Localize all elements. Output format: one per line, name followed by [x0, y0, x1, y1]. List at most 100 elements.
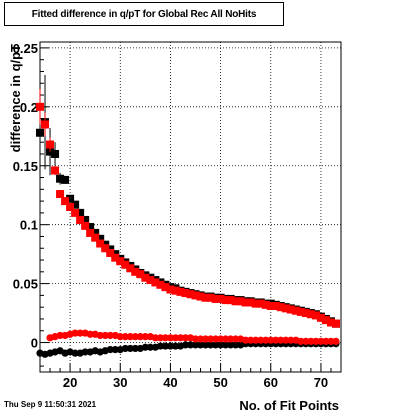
- axes: 20 30 40 50 60 70 0 0.05 0.1 0.15 0.2 0.25: [13, 41, 342, 390]
- data-point: [51, 149, 60, 158]
- data-point: [216, 294, 225, 303]
- data-point: [56, 174, 65, 183]
- data-point: [136, 270, 145, 279]
- data-point: [317, 337, 325, 345]
- data-point: [221, 296, 230, 305]
- data-point: [161, 334, 170, 342]
- data-point: [297, 337, 305, 345]
- data-point: [257, 336, 265, 344]
- data-point: [331, 319, 340, 328]
- data-point: [56, 190, 65, 199]
- x-axis-title: No. of Fit Points: [239, 398, 339, 413]
- series-2: [36, 89, 340, 328]
- data-point: [36, 128, 44, 137]
- data-point: [201, 335, 210, 343]
- data-point: [126, 344, 134, 353]
- data-point: [296, 307, 305, 316]
- data-point: [272, 336, 280, 344]
- data-point: [206, 335, 215, 343]
- data-point: [267, 336, 275, 344]
- data-marks: [36, 75, 340, 358]
- data-point: [126, 333, 134, 341]
- data-point: [76, 329, 84, 337]
- data-point: [131, 333, 139, 341]
- data-point: [101, 331, 109, 340]
- y-tick-label: 0.15: [13, 159, 38, 174]
- data-point: [151, 278, 160, 287]
- data-point: [106, 346, 114, 354]
- data-point: [286, 305, 295, 314]
- data-point: [76, 208, 85, 217]
- data-point: [261, 300, 270, 309]
- series-4: [46, 329, 340, 345]
- data-point: [81, 215, 90, 224]
- data-point: [227, 335, 235, 343]
- data-point: [161, 342, 170, 350]
- data-point: [227, 341, 235, 349]
- data-point: [86, 223, 95, 232]
- data-point: [266, 302, 275, 310]
- y-axis-title: difference in q/pT: [8, 44, 23, 152]
- data-point: [306, 310, 315, 319]
- data-point: [141, 343, 149, 351]
- data-point: [232, 335, 240, 343]
- data-point: [271, 302, 280, 310]
- data-point: [262, 336, 270, 344]
- y-tick-label: 0: [31, 336, 38, 351]
- data-point: [141, 273, 150, 282]
- data-point: [101, 244, 110, 253]
- data-point: [136, 333, 144, 341]
- data-point: [217, 335, 225, 343]
- data-point: [166, 342, 175, 350]
- data-point: [181, 289, 190, 298]
- data-point: [191, 335, 200, 343]
- data-point: [196, 292, 205, 301]
- data-point: [66, 203, 75, 211]
- data-point: [327, 337, 335, 345]
- x-tick-label: 70: [314, 375, 328, 390]
- data-point: [287, 336, 295, 344]
- chart-title: Fitted difference in q/pT for Global Rec…: [4, 2, 284, 26]
- data-point: [211, 341, 220, 349]
- data-point: [81, 348, 89, 356]
- data-point: [61, 175, 70, 184]
- data-point: [111, 253, 120, 262]
- data-point: [181, 334, 190, 342]
- data-point: [151, 334, 159, 342]
- data-point: [256, 299, 265, 308]
- data-point: [196, 341, 205, 349]
- data-point: [211, 294, 220, 303]
- data-point: [232, 341, 240, 349]
- data-point: [222, 341, 230, 349]
- data-point: [277, 336, 285, 344]
- x-tick-label: 40: [163, 375, 177, 390]
- data-point: [156, 334, 164, 342]
- data-point: [96, 234, 105, 243]
- data-point: [71, 349, 79, 357]
- data-point: [86, 330, 94, 338]
- data-point: [111, 346, 119, 354]
- data-point: [301, 309, 310, 318]
- x-tick-label: 60: [264, 375, 278, 390]
- data-point: [311, 311, 320, 320]
- data-point: [146, 343, 154, 351]
- data-point: [231, 297, 240, 306]
- data-point: [291, 306, 300, 315]
- data-point: [326, 318, 335, 327]
- data-point: [191, 341, 200, 349]
- data-point: [121, 344, 129, 353]
- data-point: [191, 291, 200, 300]
- data-point: [176, 287, 185, 296]
- data-point: [312, 337, 320, 345]
- data-point: [321, 316, 330, 325]
- data-point: [156, 280, 165, 289]
- data-point: [171, 342, 180, 350]
- data-point: [171, 334, 180, 342]
- data-point: [46, 140, 55, 149]
- y-tick-label: 0.25: [13, 41, 38, 56]
- y-tick-label: 0.1: [20, 218, 38, 233]
- data-point: [156, 342, 164, 350]
- data-point: [81, 221, 90, 230]
- data-point: [201, 341, 210, 349]
- data-point: [146, 276, 155, 285]
